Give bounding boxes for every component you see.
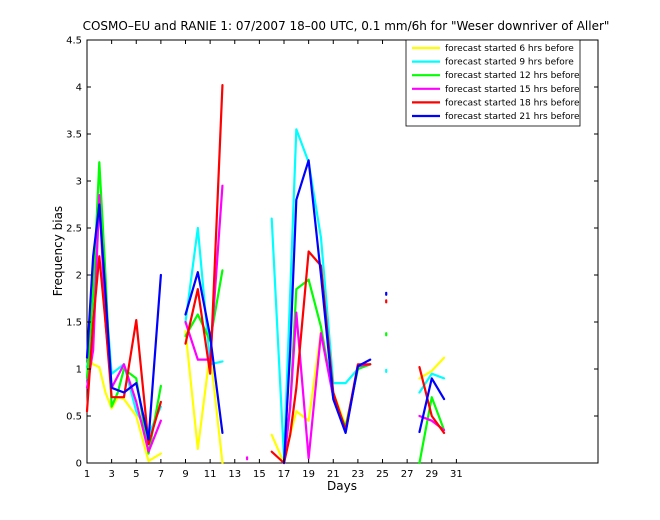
legend: forecast started 6 hrs before forecast st… — [405, 39, 581, 127]
series-line — [282, 159, 372, 465]
axis-layer: 1 3 5 7 9 11 13 15 17 19 21 23 25 27 29 3100.511.522.53… — [66, 36, 598, 480]
series-line — [418, 377, 446, 434]
series-line — [184, 226, 224, 366]
y-tick-label: 2.5 — [66, 224, 82, 235]
x-tick-label: 27 — [401, 469, 414, 480]
series-line — [184, 84, 224, 375]
legend-label: forecast started 9 hrs before — [445, 58, 574, 68]
y-tick-label: 0.5 — [66, 412, 82, 423]
x-tick-label: 17 — [278, 469, 291, 480]
y-tick-label: 3.5 — [66, 130, 82, 141]
legend-label: forecast started 6 hrs before — [445, 44, 574, 54]
series-line — [184, 271, 224, 435]
y-axis-label: Frequency bias — [51, 206, 65, 296]
x-tick-label: 25 — [376, 469, 389, 480]
x-tick-label: 1 — [84, 469, 90, 480]
series-line — [85, 255, 162, 446]
y-tick-label: 3 — [76, 177, 82, 188]
x-tick-label: 29 — [425, 469, 438, 480]
series-line — [184, 330, 224, 465]
legend-label: forecast started 21 hrs before — [445, 112, 580, 122]
x-tick-label: 13 — [228, 469, 241, 480]
series-layer — [85, 84, 446, 465]
legend-box — [405, 39, 581, 127]
series-line — [85, 203, 162, 441]
x-tick-label: 3 — [108, 469, 114, 480]
legend-label: forecast started 15 hrs before — [445, 85, 580, 95]
series-line — [184, 184, 224, 361]
x-axis-label: Days — [327, 479, 357, 493]
series-line — [418, 366, 446, 435]
chart-title: COSMO–EU and RANIE 1: 07/2007 18–00 UTC,… — [83, 19, 610, 33]
series-line — [270, 128, 372, 460]
series-6 — [85, 159, 446, 465]
y-tick-label: 4 — [76, 83, 82, 94]
y-tick-label: 1 — [76, 365, 82, 376]
x-tick-label: 19 — [302, 469, 315, 480]
y-tick-label: 0 — [76, 459, 82, 470]
legend-entries: forecast started 6 hrs before forecast st… — [412, 44, 580, 122]
x-tick-label: 9 — [182, 469, 188, 480]
y-tick-label: 1.5 — [66, 318, 82, 329]
series-line — [85, 356, 162, 463]
x-tick-label: 21 — [327, 469, 340, 480]
x-tick-label: 23 — [352, 469, 365, 480]
x-tick-label: 11 — [204, 469, 217, 480]
legend-label: forecast started 18 hrs before — [445, 98, 580, 108]
series-line — [418, 396, 446, 465]
y-tick-label: 2 — [76, 271, 82, 282]
x-tick-label: 5 — [133, 469, 139, 480]
x-tick-label: 31 — [450, 469, 463, 480]
x-tick-label: 15 — [253, 469, 266, 480]
x-tick-label: 7 — [158, 469, 164, 480]
y-tick-label: 4.5 — [66, 36, 82, 47]
series-line — [418, 356, 446, 380]
legend-label: forecast started 12 hrs before — [445, 71, 580, 81]
